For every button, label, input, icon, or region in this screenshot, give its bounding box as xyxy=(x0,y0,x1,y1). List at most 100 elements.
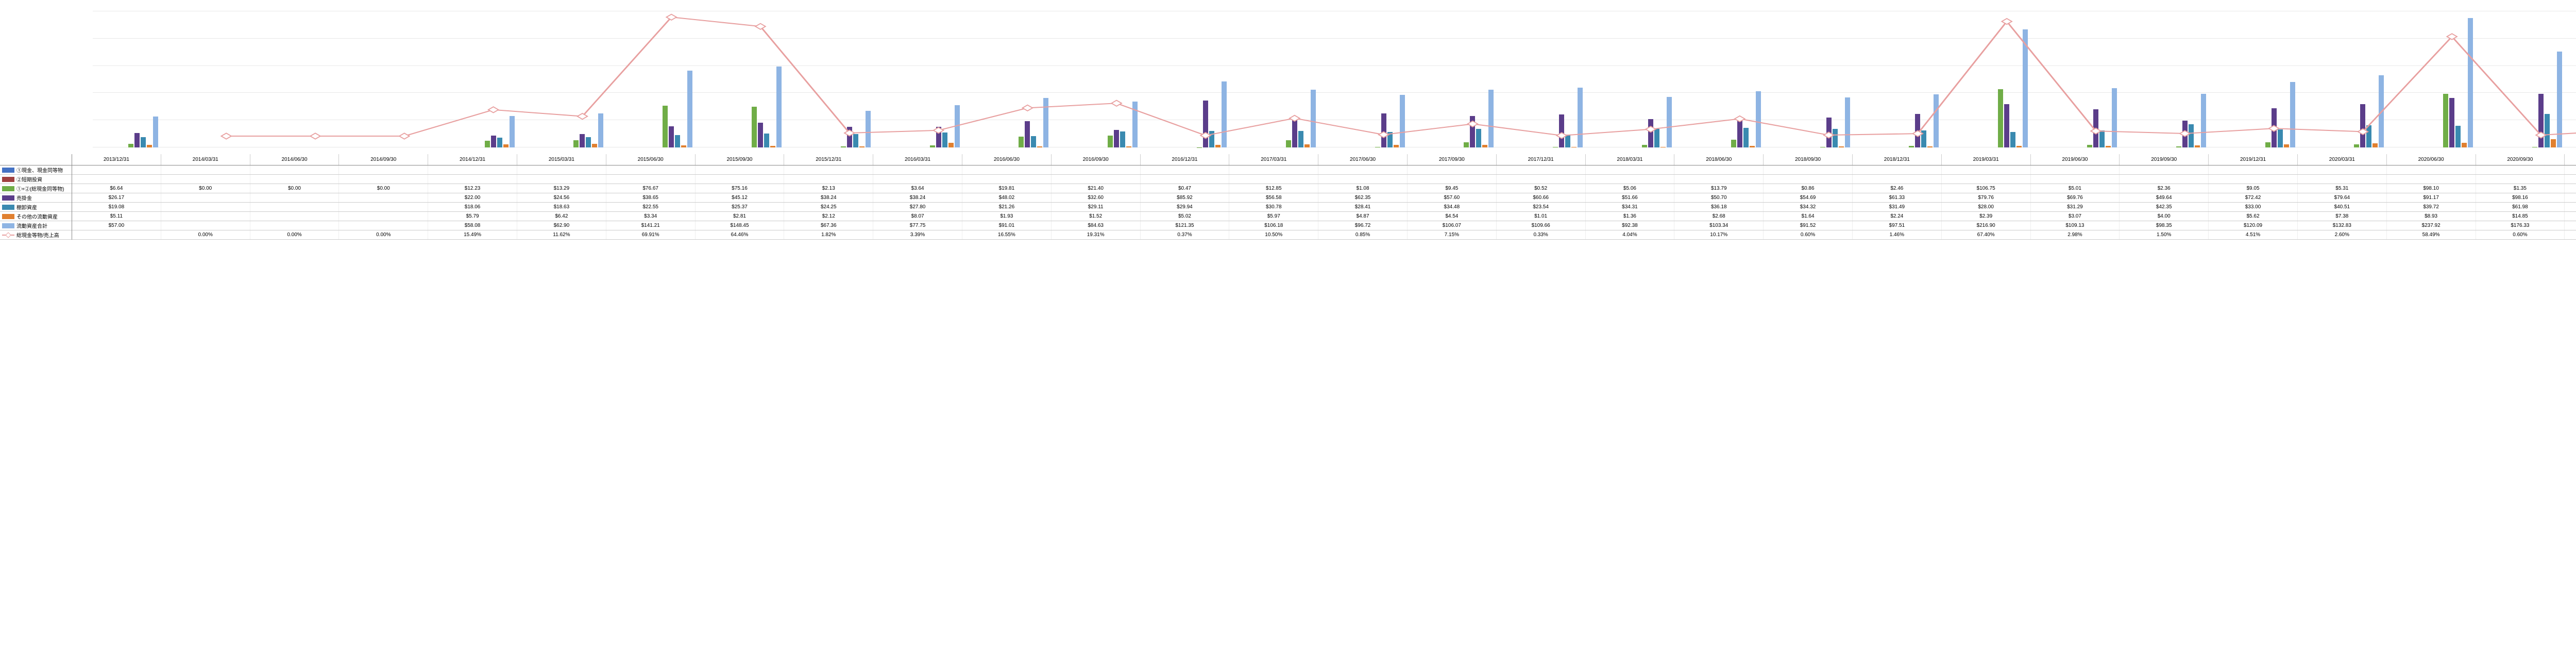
data-cell: $60.66 xyxy=(1497,193,1586,202)
bar-totca xyxy=(2023,29,2028,147)
bar-ar xyxy=(758,123,763,147)
bar-inv xyxy=(1209,131,1214,147)
data-cell: 0.00% xyxy=(250,230,340,239)
data-cell: $24.25 xyxy=(784,203,873,211)
data-cell: $126.63 xyxy=(2565,193,2576,202)
table-header-row: 2013/12/312014/03/312014/06/302014/09/30… xyxy=(72,154,2576,165)
data-cell: $5.79 xyxy=(428,212,517,221)
data-cell: $58.08 xyxy=(428,221,517,230)
bar-totcash xyxy=(573,140,579,147)
data-cell xyxy=(784,165,873,174)
bar-totca xyxy=(2468,18,2473,147)
data-cell xyxy=(250,212,340,221)
data-cell: $5.62 xyxy=(2209,212,2298,221)
bar-ar xyxy=(1559,114,1564,147)
data-cell: $5.11 xyxy=(72,212,161,221)
data-cell: 1.50% xyxy=(2120,230,2209,239)
bar-othca xyxy=(2195,145,2200,147)
data-cell: $0.00 xyxy=(250,184,340,193)
data-cell: $16.46 xyxy=(2565,212,2576,221)
data-cell: $85.92 xyxy=(1141,193,1230,202)
data-cell: 67.40% xyxy=(1942,230,2031,239)
bar-ar xyxy=(2360,104,2365,147)
data-cell xyxy=(1942,175,2031,184)
data-row-othca: $5.11$5.79$6.42$3.34$2.81$2.12$8.07$1.93… xyxy=(72,212,2576,221)
bar-ar xyxy=(1292,117,1297,147)
data-cell xyxy=(1408,165,1497,174)
period-header: 2019/03/31 xyxy=(1942,154,2031,165)
data-cell xyxy=(962,175,1052,184)
series-label-cash: ①現金、現金同等物 xyxy=(0,165,72,175)
bar-totca xyxy=(776,67,782,147)
data-cell: $2.36 xyxy=(2120,184,2209,193)
bar-group xyxy=(2229,11,2318,147)
bar-group xyxy=(1250,11,1339,147)
data-cell: $106.75 xyxy=(1942,184,2031,193)
data-cell: $109.66 xyxy=(1497,221,1586,230)
data-cell: $40.51 xyxy=(2298,203,2387,211)
bar-othca xyxy=(2284,144,2289,147)
data-cell xyxy=(2387,165,2476,174)
data-cell xyxy=(1052,165,1141,174)
data-cell: 10.50% xyxy=(1229,230,1318,239)
bar-inv xyxy=(2455,126,2461,147)
data-cell: $12.23 xyxy=(428,184,517,193)
series-label-othca: その他の流動資産 xyxy=(0,212,72,221)
data-cell: $45.12 xyxy=(696,193,785,202)
bar-group xyxy=(271,11,360,147)
bar-othca xyxy=(1394,145,1399,147)
data-cell xyxy=(250,165,340,174)
data-cell: $121.35 xyxy=(1141,221,1230,230)
data-cell: $31.29 xyxy=(2031,203,2120,211)
data-cell: $2.39 xyxy=(1942,212,2031,221)
data-cell: $77.75 xyxy=(873,221,962,230)
bar-group xyxy=(2052,11,2141,147)
data-cell: 10.17% xyxy=(1674,230,1764,239)
data-cell xyxy=(784,175,873,184)
bar-totca xyxy=(1756,91,1761,147)
data-cell: $25.37 xyxy=(696,203,785,211)
period-header: 2016/12/31 xyxy=(1141,154,1230,165)
data-row-totcash: $6.64$0.00$0.00$0.00$12.23$13.29$76.67$7… xyxy=(72,184,2576,193)
data-cell xyxy=(873,175,962,184)
data-cell: $22.55 xyxy=(606,203,696,211)
data-cell: $21.40 xyxy=(1052,184,1141,193)
data-cell: 11.62% xyxy=(517,230,606,239)
bar-totcash xyxy=(1642,145,1647,147)
data-cell: $10.00 xyxy=(2565,184,2576,193)
bar-inv xyxy=(586,137,591,147)
data-cell xyxy=(161,165,250,174)
series-label-totcash: ①+②(総現金同等物) xyxy=(0,184,72,193)
data-cell xyxy=(1141,165,1230,174)
bar-group xyxy=(2318,11,2408,147)
bar-group xyxy=(360,11,449,147)
bar-totca xyxy=(510,116,515,147)
period-header: 2014/03/31 xyxy=(161,154,250,165)
data-cell: $13.79 xyxy=(1674,184,1764,193)
data-cell: $42.35 xyxy=(2120,203,2209,211)
data-cell xyxy=(2031,175,2120,184)
bar-group xyxy=(1339,11,1428,147)
data-cell: 3.39% xyxy=(873,230,962,239)
data-cell: $49.64 xyxy=(2120,193,2209,202)
bar-totca xyxy=(1845,97,1850,147)
data-cell: $106.18 xyxy=(1229,221,1318,230)
bar-totca xyxy=(1132,102,1138,147)
data-cell: $18.06 xyxy=(428,203,517,211)
bar-group xyxy=(2408,11,2497,147)
bar-othca xyxy=(948,143,954,147)
data-cell xyxy=(1497,165,1586,174)
data-cell: $42.36 xyxy=(2565,203,2576,211)
data-cell xyxy=(161,203,250,211)
table-body: 2013/12/312014/03/312014/06/302014/09/30… xyxy=(72,154,2576,240)
data-cell: $2.46 xyxy=(1853,184,1942,193)
bar-group xyxy=(1695,11,1784,147)
series-label-stinv: ②短期投資 xyxy=(0,175,72,184)
bar-othca xyxy=(2551,139,2556,147)
period-header: 2018/06/30 xyxy=(1674,154,1764,165)
data-cell: 0.33% xyxy=(1497,230,1586,239)
data-row-ratio: 0.00%0.00%0.00%15.49%11.62%69.91%64.46%1… xyxy=(72,230,2576,240)
bar-ar xyxy=(2449,98,2454,147)
data-cell: $38.24 xyxy=(873,193,962,202)
data-cell xyxy=(1229,175,1318,184)
